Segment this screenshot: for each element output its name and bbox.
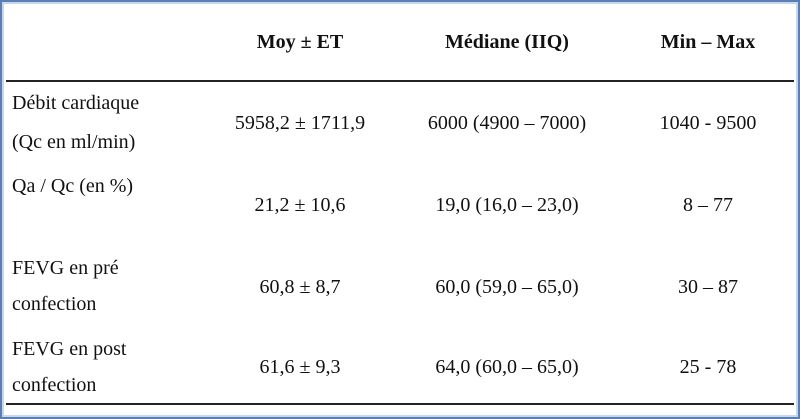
cell: 8 – 77	[683, 194, 733, 216]
cell: 64,0 (60,0 – 65,0)	[435, 356, 579, 378]
row-label: FEVG en post	[12, 338, 127, 360]
cell: 60,8 ± 8,7	[259, 276, 341, 298]
cell: 19,0 (16,0 – 23,0)	[435, 194, 579, 216]
row-label: FEVG en pré	[12, 257, 119, 279]
row-label: confection	[12, 293, 97, 315]
row-label: (Qc en ml/min)	[12, 131, 136, 153]
cell: 60,0 (59,0 – 65,0)	[435, 276, 579, 298]
header-cell: Médiane (IIQ)	[445, 31, 569, 53]
row-label: Débit cardiaque	[12, 92, 140, 114]
header-cell: Min – Max	[660, 31, 756, 53]
row-label: confection	[12, 374, 97, 396]
header-cell: Moy ± ET	[256, 31, 344, 53]
cell: 1040 - 9500	[659, 112, 757, 134]
cell: 21,2 ± 10,6	[254, 194, 346, 216]
bottom-rule	[6, 403, 794, 405]
cell: 30 – 87	[678, 276, 738, 298]
cell: 6000 (4900 – 7000)	[427, 112, 587, 134]
row-label: Qa / Qc (en %)	[12, 175, 134, 197]
cell: 61,6 ± 9,3	[259, 356, 341, 378]
cell: 25 - 78	[679, 356, 737, 378]
header-rule	[6, 80, 794, 82]
cell: 5958,2 ± 1711,9	[234, 112, 366, 134]
